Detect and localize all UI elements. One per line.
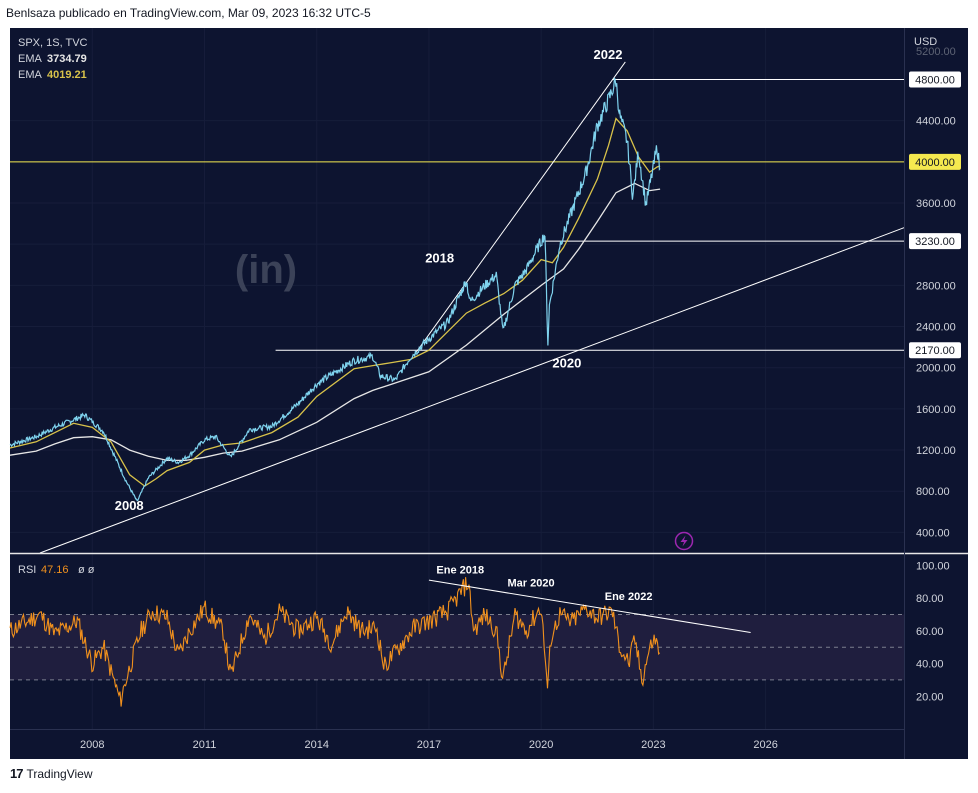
main-annotations: 2008 2018 2020 2022: [115, 47, 623, 513]
price-level-tag-label: 2170.00: [915, 345, 955, 357]
time-tick-label: 2014: [304, 739, 328, 751]
price-level-tag-label: 4000.00: [915, 157, 955, 169]
rsi-tick-label: 60.00: [916, 626, 944, 638]
rsi-tick-label: 40.00: [916, 659, 944, 671]
annotation-label: 2008: [115, 498, 144, 513]
price-tick-label: 400.00: [916, 527, 950, 539]
annotation-label: 2020: [552, 356, 581, 371]
price-tick-label: 1600.00: [916, 404, 956, 416]
rsi-annotation-label: Ene 2022: [605, 591, 653, 603]
ema-slow-value: 3734.79: [47, 53, 87, 65]
time-tick-label: 2023: [641, 739, 665, 751]
price-tick-label: 2000.00: [916, 363, 956, 375]
time-axis[interactable]: 2008 2011 2014 2017 2020 2023 2026: [80, 739, 778, 751]
trendline: [413, 61, 626, 356]
price-level-tag-label: 4800.00: [915, 74, 955, 86]
ema-fast-line: [9, 117, 661, 487]
price-series-line: [9, 77, 661, 502]
footer-brand-label: TradingView: [26, 766, 93, 781]
ema-slow-label[interactable]: EMA: [18, 53, 43, 65]
price-axis[interactable]: 400.00 800.00 1200.00 1600.00 2000.00 2400.00…: [909, 71, 961, 539]
price-tick-label: 4400.00: [916, 116, 956, 128]
price-level-tag-label: 3230.00: [915, 236, 955, 248]
annotation-label: 2022: [594, 47, 623, 62]
rsi-band: [10, 614, 904, 681]
footer-brand[interactable]: 17 TradingView: [10, 766, 93, 781]
currency-label: USD: [914, 36, 937, 48]
ema-fast-label[interactable]: EMA: [18, 69, 43, 81]
publish-line: Benlsaza publicado en TradingView.com, M…: [6, 6, 371, 20]
main-grid: [10, 28, 904, 729]
time-tick-label: 2017: [417, 739, 441, 751]
trendline: [39, 227, 905, 554]
partial-top-tick: 5200.00: [916, 46, 956, 58]
rsi-trendline: [428, 579, 751, 633]
price-level-tag: [909, 233, 961, 250]
time-tick-label: 2008: [80, 739, 104, 751]
main-series: [9, 77, 661, 502]
ema-fast-value: 4019.21: [47, 69, 87, 81]
rsi-tick-label: 20.00: [916, 691, 944, 703]
time-tick-label: 2011: [193, 739, 217, 751]
rsi-annotation-label: Ene 2018: [436, 565, 484, 577]
price-tick-label: 2800.00: [916, 280, 956, 292]
rsi-annotations: Ene 2018 Mar 2020 Ene 2022: [436, 565, 652, 603]
rsi-params: ø ø: [78, 564, 95, 576]
watermark-logo: (in): [235, 248, 297, 292]
price-tick-label: 2400.00: [916, 322, 956, 334]
rsi-label[interactable]: RSI: [18, 564, 36, 576]
rsi-line: [9, 577, 661, 707]
tradingview-logo-icon: 17: [10, 766, 24, 781]
price-tick-label: 3600.00: [916, 198, 956, 210]
rsi-tick-label: 100.00: [916, 560, 950, 572]
price-level-tag: [909, 153, 961, 170]
rsi-tick-label: 80.00: [916, 593, 944, 605]
symbol-line[interactable]: SPX, 1S, TVC: [18, 37, 88, 49]
rsi-series: [9, 577, 751, 707]
time-tick-label: 2026: [753, 739, 777, 751]
lightning-icon[interactable]: [674, 531, 694, 551]
rsi-value: 47.16: [41, 564, 69, 576]
price-levels: [10, 78, 904, 351]
rsi-annotation-label: Mar 2020: [507, 578, 554, 590]
price-level-tag: [909, 342, 961, 359]
price-tick-label: 1200.00: [916, 445, 956, 457]
price-level-tag: [909, 71, 961, 88]
time-tick-label: 2020: [529, 739, 553, 751]
main-trendlines: [39, 61, 905, 554]
price-tick-label: 800.00: [916, 486, 950, 498]
annotation-label: 2018: [425, 251, 454, 266]
rsi-axis[interactable]: 20.00 40.00 60.00 80.00 100.00: [916, 560, 950, 703]
